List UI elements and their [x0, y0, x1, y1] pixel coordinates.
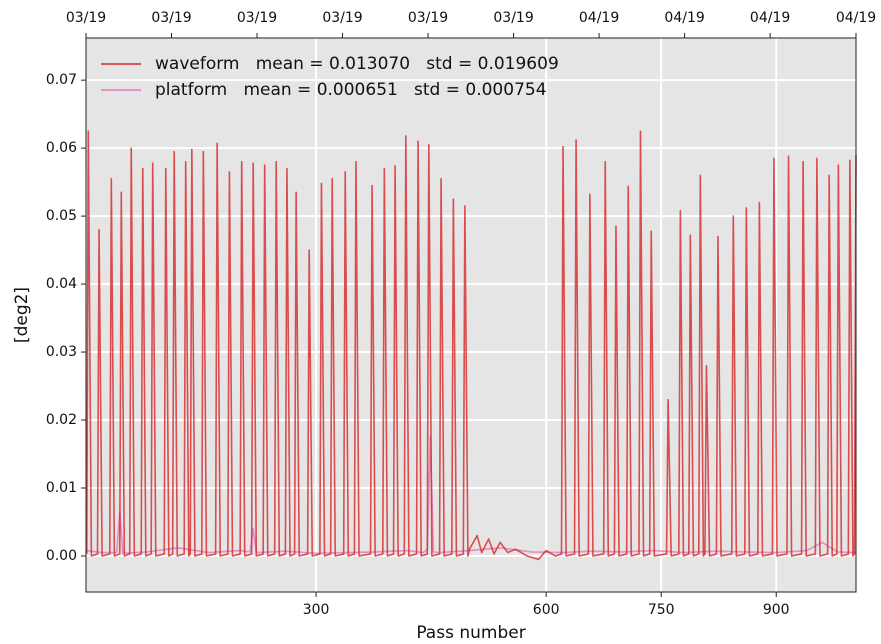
x2-tick-label: 04/19 [836, 10, 876, 26]
legend: waveform mean = 0.013070 std = 0.019609 p… [101, 54, 559, 100]
x2-tick-label: 04/19 [750, 10, 790, 26]
x-tick-label: 750 [648, 602, 675, 618]
y-tick-label: 0.02 [46, 412, 77, 428]
x-tick-label: 900 [763, 602, 790, 618]
legend-text: platform mean = 0.000651 std = 0.000754 [155, 80, 547, 100]
x2-tick-label: 03/19 [237, 10, 277, 26]
x2-tick-label: 03/19 [493, 10, 533, 26]
x2-tick-label: 03/19 [322, 10, 362, 26]
plot-background [86, 38, 856, 592]
x2-tick-label: 03/19 [151, 10, 191, 26]
y-tick-label: 0.01 [46, 480, 77, 496]
plot-frame [85, 37, 857, 593]
x2-tick-label: 03/19 [66, 10, 106, 26]
x2-tick-label: 04/19 [664, 10, 704, 26]
x2-tick-label: 04/19 [579, 10, 619, 26]
lines [85, 130, 857, 561]
grid [86, 38, 856, 592]
ticks: 0.00 0.01 0.02 0.03 0.04 0.05 0.06 0.07 300 600 75… [46, 10, 876, 618]
series-line [85, 130, 857, 561]
y-tick-label: 0.03 [46, 344, 77, 360]
y-tick-label: 0.05 [46, 208, 77, 224]
legend-text: waveform mean = 0.013070 std = 0.019609 [155, 54, 559, 74]
y-tick-label: 0.04 [46, 276, 77, 292]
y-tick-label: 0.00 [46, 548, 77, 564]
y-tick-label: 0.06 [46, 140, 77, 156]
y-axis-label: [deg2] [12, 287, 32, 343]
x2-tick-label: 03/19 [408, 10, 448, 26]
x-tick-label: 300 [303, 602, 330, 618]
x-tick-label: 600 [533, 602, 560, 618]
y-tick-label: 0.07 [46, 72, 77, 88]
x-axis-label: Pass number [416, 623, 525, 643]
